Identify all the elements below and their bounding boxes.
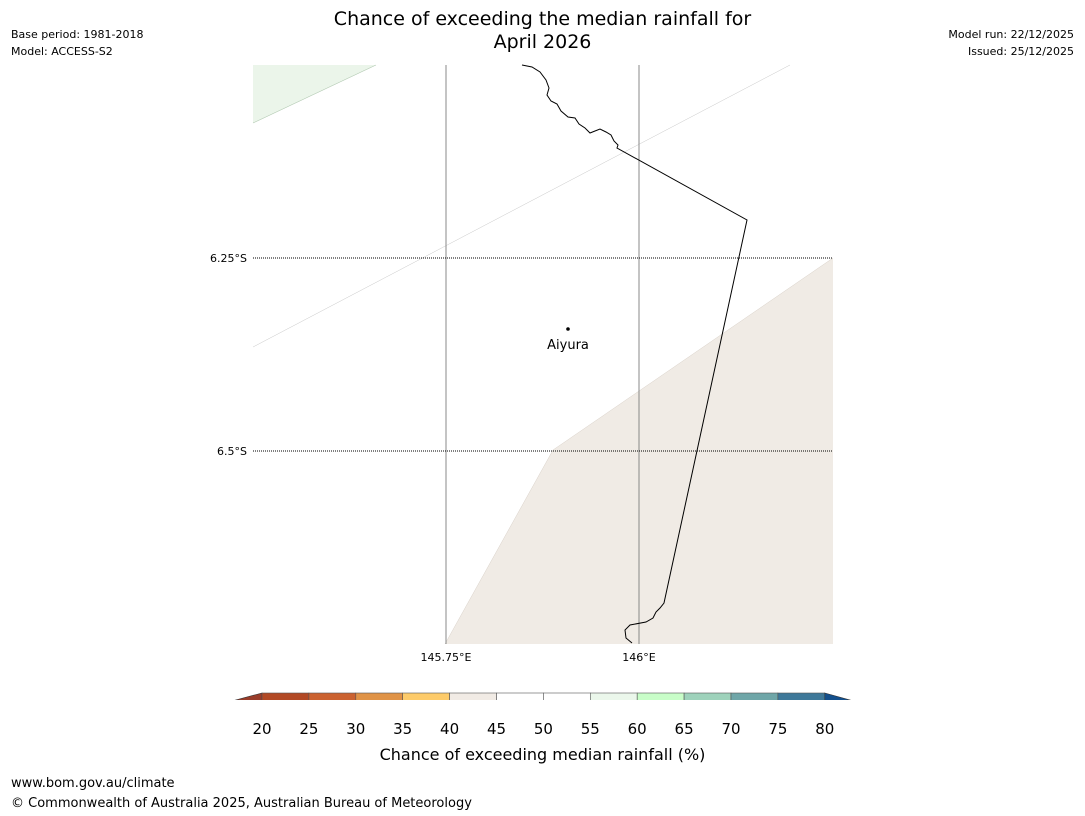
colorbar-tick-30: 30	[346, 720, 366, 738]
colorbar-tick-50: 50	[533, 720, 553, 738]
colorbar-tick-65: 65	[674, 720, 694, 738]
footer-copyright: © Commonwealth of Australia 2025, Austra…	[11, 796, 472, 811]
issued-date: Issued: 25/12/2025	[967, 45, 1074, 58]
colorbar-segment-75	[777, 692, 826, 700]
colorbar-tick-80: 80	[815, 720, 835, 738]
colorbar-segment-20	[261, 692, 310, 700]
colorbar-tick-70: 70	[721, 720, 741, 738]
colorbar-tick-25: 25	[299, 720, 319, 738]
title-line-1: Chance of exceeding the median rainfall …	[333, 8, 752, 30]
colorbar-segment-35	[402, 692, 450, 700]
colorbar-segment-50	[543, 692, 591, 700]
lon-label-145-75: 145.75°E	[421, 651, 472, 664]
colorbar-segment-30	[355, 692, 403, 700]
colorbar-segment-25	[308, 692, 357, 700]
colorbar-segment-45	[496, 692, 544, 700]
lon-label-146: 146°E	[622, 651, 655, 664]
aiyura-marker	[566, 327, 570, 331]
colorbar-tick-75: 75	[768, 720, 788, 738]
colorbar-segment-65	[683, 692, 732, 700]
chart-title: Chance of exceeding the median rainfall …	[0, 8, 1085, 54]
lat-label-6-25: 6.25°S	[210, 252, 247, 265]
colorbar-tick-35: 35	[393, 720, 413, 738]
colorbar-segment-60	[636, 692, 685, 700]
cell-boundary-line	[252, 64, 377, 124]
colorbar-segment-70	[730, 692, 779, 700]
title-line-2: April 2026	[493, 31, 592, 53]
place-label-aiyura: Aiyura	[547, 338, 589, 353]
model-name: Model: ACCESS-S2	[11, 45, 113, 58]
colorbar-tick-55: 55	[580, 720, 600, 738]
colorbar-tick-20: 20	[252, 720, 272, 738]
colorbar-under-arrow	[234, 692, 263, 700]
lat-label-6-5: 6.5°S	[217, 445, 247, 458]
colorbar-tick-40: 40	[440, 720, 460, 738]
colorbar-over-arrow	[824, 692, 852, 700]
colorbar-tick-45: 45	[486, 720, 507, 738]
meta-left: Base period: 1981-2018 Model: ACCESS-S2	[11, 26, 143, 60]
colorbar	[234, 692, 852, 700]
base-period: Base period: 1981-2018	[11, 28, 144, 41]
district-boundary	[521, 64, 748, 644]
colorbar-segment-40	[449, 692, 497, 700]
meta-right: Model run: 22/12/2025 Issued: 25/12/2025	[948, 26, 1074, 60]
model-run: Model run: 22/12/2025	[948, 28, 1074, 41]
cell-boundary-line	[252, 64, 791, 348]
colorbar-segment-55	[589, 692, 638, 700]
cell-boundary-line	[444, 449, 554, 645]
colorbar-label: Chance of exceeding median rainfall (%)	[379, 745, 706, 764]
footer-url[interactable]: www.bom.gov.au/climate	[11, 776, 175, 791]
map-canvas: Aiyura 6.25°S 6.5°S 145.75°E 146°E	[210, 64, 852, 700]
cell-boundary-line	[552, 257, 834, 451]
colorbar-tick-60: 60	[627, 720, 647, 738]
